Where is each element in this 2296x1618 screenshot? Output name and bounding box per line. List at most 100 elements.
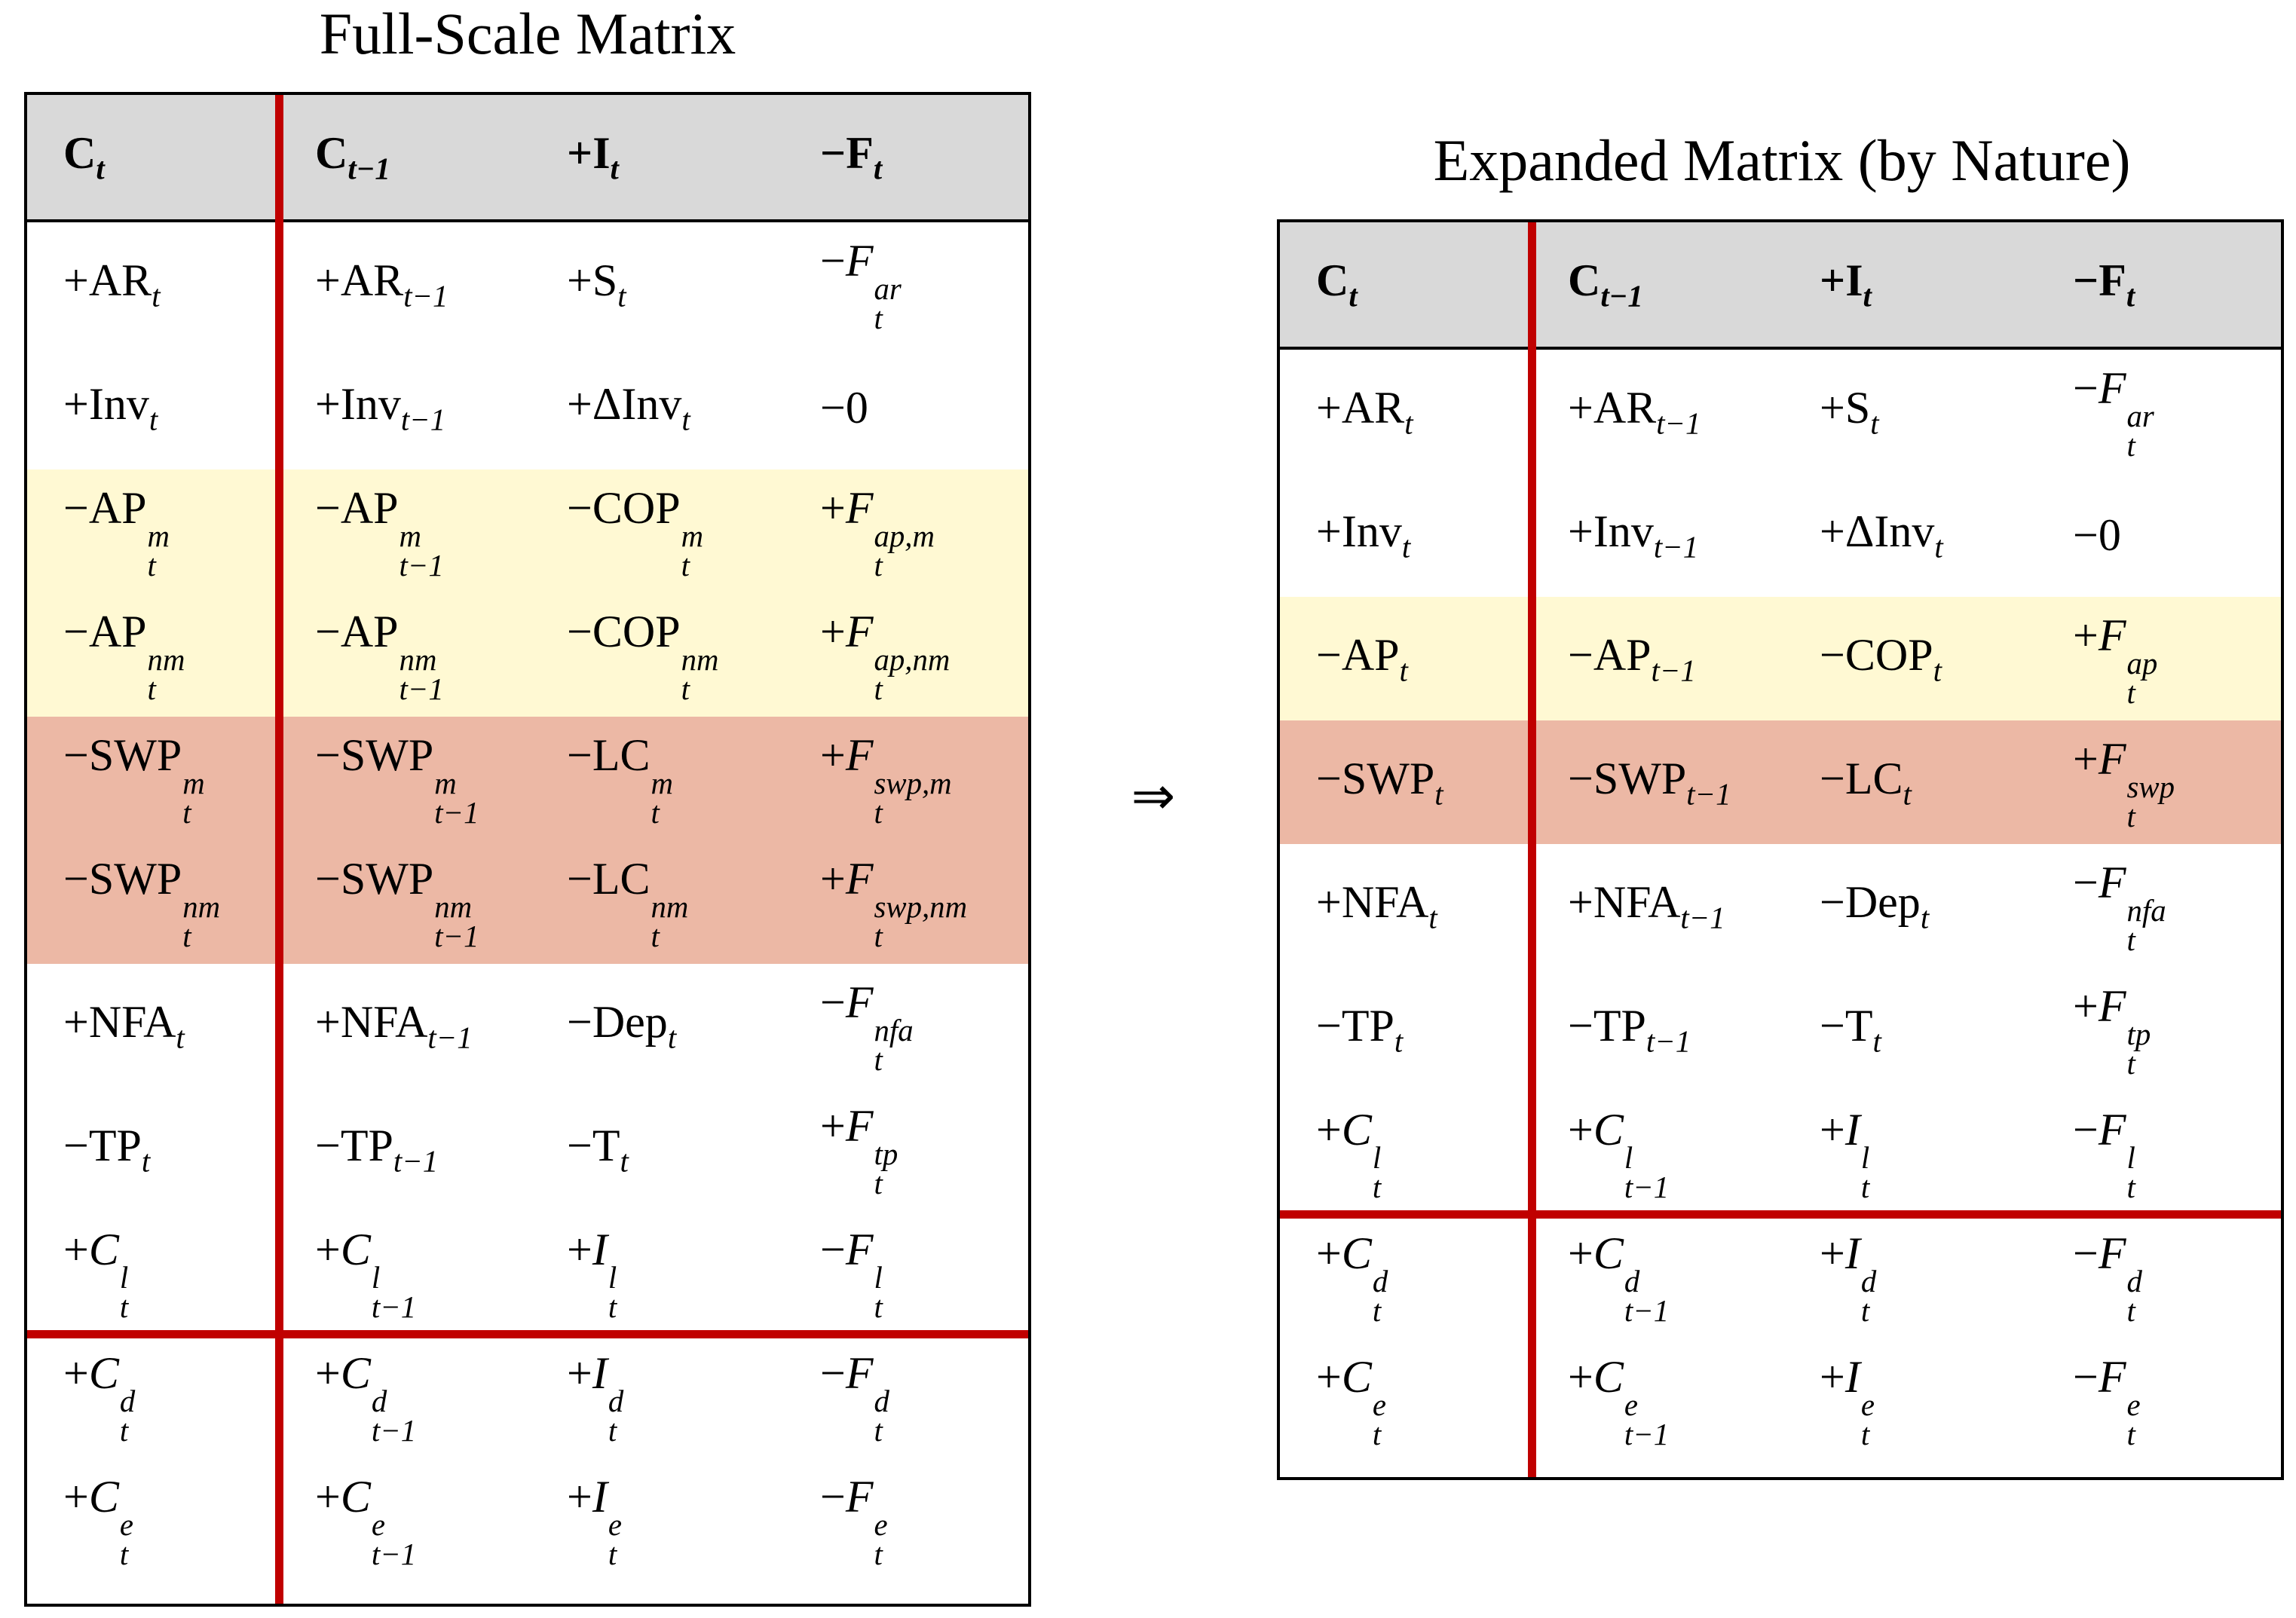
matrix-term: +I d t: [567, 1347, 623, 1446]
term-base: −: [2073, 1104, 2099, 1155]
term-subscript: t: [874, 795, 883, 830]
term-superscript: ar: [2126, 399, 2154, 433]
term-variable: F: [2098, 980, 2126, 1031]
term-superscript: nfa: [2126, 893, 2166, 928]
full-matrix-cell: +F swp,nm t: [820, 840, 967, 964]
term-indices: swp t: [2126, 769, 2175, 831]
term-variable: F: [845, 729, 874, 780]
matrix-term: +I l t: [1820, 1104, 1869, 1203]
term-base: −AP: [1568, 629, 1652, 680]
term-superscript: nm: [434, 889, 473, 924]
term-base: −AP: [315, 606, 399, 656]
term-base: C: [315, 128, 348, 179]
term-base: +: [2073, 610, 2099, 660]
term-indices: nfa t: [874, 1015, 914, 1077]
matrix-term: +NFAt−1: [1568, 876, 1725, 936]
matrix-term: +NFAt: [1316, 876, 1437, 936]
term-base: −LC: [1820, 753, 1903, 803]
full-matrix-cell: −F l t: [820, 1211, 883, 1335]
matrix-term: −Ft: [2073, 255, 2135, 314]
term-subscript: t−1: [371, 1537, 417, 1571]
term-subscript: t: [1863, 279, 1872, 314]
term-variable: F: [845, 1100, 874, 1151]
term-subscript: t: [874, 1537, 883, 1571]
matrix-term: −AP m t−1: [315, 482, 444, 581]
matrix-term: −COP nm t: [567, 606, 718, 705]
term-indices: ap t: [2127, 648, 2158, 708]
full-matrix-cell: +C d t: [63, 1335, 135, 1458]
full-matrix-cell: −LC nm t: [567, 840, 688, 964]
term-superscript: e: [1860, 1387, 1875, 1422]
term-base: +: [63, 1224, 89, 1274]
term-base: +: [1568, 1104, 1593, 1155]
full-matrix-row: −SWP nm t −SWP nm t−1 −LC nm t +F swp,nm t: [27, 840, 1028, 964]
term-superscript: l: [1860, 1140, 1870, 1175]
expanded-matrix-cell: −0: [2073, 473, 2121, 597]
full-matrix-cell: +F tp t: [820, 1087, 898, 1211]
matrix-term: −SWP m t−1: [315, 729, 479, 828]
term-base: +AR: [63, 255, 152, 305]
term-subscript: t: [874, 919, 883, 953]
term-base: −SWP: [63, 853, 182, 904]
term-base: +AR: [1568, 382, 1657, 433]
term-subscript: t: [1399, 653, 1408, 688]
term-superscript: d: [1624, 1264, 1640, 1298]
full-matrix-cell: +I e t: [567, 1458, 622, 1582]
full-matrix-cell: −COP m t: [567, 469, 703, 593]
matrix-term: +F tp t: [820, 1100, 898, 1199]
term-superscript: l: [371, 1260, 381, 1295]
term-subscript: t: [141, 1144, 151, 1179]
full-matrix-separator-line: [27, 1330, 1028, 1338]
term-subscript: t: [681, 548, 690, 583]
term-subscript: t−1: [393, 1144, 439, 1179]
expanded-matrix-cell: −F l t: [2073, 1091, 2135, 1215]
matrix-term: Ct: [63, 127, 105, 187]
term-superscript: m: [434, 766, 457, 800]
matrix-term: +C e t: [1316, 1351, 1386, 1450]
term-indices: ap,nm t: [874, 644, 951, 706]
term-subscript: t: [1394, 1024, 1404, 1059]
expanded-matrix-cell: +C l t−1: [1568, 1091, 1669, 1215]
expanded-matrix-cell: −F e t: [2073, 1338, 2141, 1462]
term-variable: C: [340, 1224, 371, 1274]
term-subscript: t: [2126, 1417, 2135, 1451]
term-variable: C: [1593, 1228, 1624, 1278]
term-variable: F: [2098, 610, 2126, 660]
term-base: +S: [567, 255, 618, 305]
term-base: +: [1316, 1104, 1342, 1155]
expanded-matrix-row: −SWPt −SWPt−1 −LCt +F swp t: [1280, 720, 2281, 844]
term-subscript: t: [651, 795, 660, 830]
term-subscript: t: [874, 1042, 883, 1077]
term-subscript: t: [119, 1413, 129, 1448]
term-superscript: e: [371, 1507, 385, 1542]
term-subscript: t−1: [1656, 406, 1701, 441]
term-variable: I: [592, 1347, 608, 1398]
term-base: +I: [1820, 255, 1863, 306]
term-base: −Dep: [1820, 876, 1921, 927]
term-subscript: t: [874, 671, 883, 706]
term-subscript: t: [651, 919, 660, 953]
matrix-term: +C d t−1: [1568, 1228, 1669, 1326]
term-superscript: e: [2126, 1387, 2141, 1422]
term-superscript: ar: [874, 271, 902, 306]
term-base: +: [1820, 1228, 1845, 1278]
term-base: +: [1820, 1104, 1845, 1155]
matrix-term: −Ft: [820, 127, 882, 187]
matrix-term: +NFAt: [63, 996, 185, 1056]
matrix-term: −SWPt: [1316, 753, 1443, 812]
expanded-matrix-row: +C l t +C l t−1 +I l t −F l t: [1280, 1091, 2281, 1215]
matrix-term: −Tt: [567, 1120, 629, 1179]
term-variable: F: [845, 482, 874, 533]
term-base: +: [820, 729, 846, 780]
term-indices: tp t: [874, 1139, 899, 1198]
expanded-matrix-cell: +NFAt−1: [1568, 844, 1725, 968]
full-matrix-cell: −SWP nm t−1: [315, 840, 479, 964]
term-superscript: swp: [2126, 769, 2175, 804]
matrix-term: −AP m t: [63, 482, 170, 581]
term-base: +: [1568, 1228, 1593, 1278]
term-base: −AP: [63, 482, 147, 533]
matrix-term: +I e t: [1820, 1351, 1875, 1450]
term-base: −0: [2073, 509, 2121, 560]
